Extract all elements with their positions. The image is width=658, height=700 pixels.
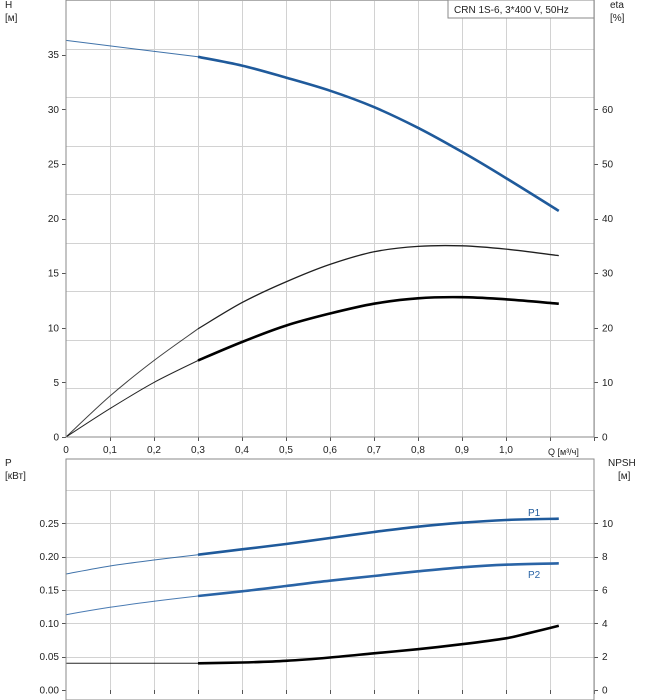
y-left-tick-label: 0.20 <box>40 552 60 563</box>
series-label-p2: P2 <box>528 570 541 581</box>
x-tick-label: 0,9 <box>455 445 469 456</box>
y-right-tick-labels: 0 10 20 30 40 50 60 <box>602 105 614 444</box>
y-left-tick-label: 15 <box>48 269 60 280</box>
p2-line <box>197 562 559 598</box>
x-tick-label: 1,0 <box>499 445 513 456</box>
y-right-tick-label: 2 <box>602 652 608 663</box>
y-left-label-line2: [м] <box>5 13 18 24</box>
y-right-tick-label: 20 <box>602 323 614 334</box>
y-left-label-line1: H <box>5 0 12 11</box>
y-left-tick-labels: 0.00 0.05 0.10 0.15 0.20 0.25 <box>40 519 60 697</box>
y-right-tick-label: 60 <box>602 105 614 116</box>
title-box <box>447 0 595 19</box>
y-left-tick-label: 0.25 <box>40 519 60 530</box>
y-right-tick-label: 40 <box>602 214 614 225</box>
plot-frame <box>65 458 595 700</box>
y-right-label-line1: eta <box>610 0 624 11</box>
x-tick-label: 0,8 <box>411 445 425 456</box>
y-right-tick-label: 8 <box>602 552 608 563</box>
y-left-tick-label: 35 <box>48 50 60 61</box>
curve-0-extrapolated-line <box>65 39 199 58</box>
chart-title: CRN 1S-6, 3*400 V, 50Hz <box>454 5 569 16</box>
y-right-tick-label: 10 <box>602 378 614 389</box>
curve-1-extrapolated-line <box>65 328 199 438</box>
y-right-tick-label: 0 <box>602 433 608 444</box>
x-tick-label: 0,2 <box>147 445 161 456</box>
axis-ticks <box>62 55 598 441</box>
head-efficiency-panel: 0 0,1 0,2 0,3 0,4 0,5 0,6 0,7 0,8 0,9 1,0 0 5 10 15 20… <box>5 0 625 457</box>
series-label-p1: P1 <box>528 508 541 519</box>
x-axis-label: Q [м³/ч] <box>548 447 579 457</box>
y-left-tick-label: 30 <box>48 105 60 116</box>
power-npsh-panel: 0.00 0.05 0.10 0.15 0.20 0.25 0 2 4 6 8 10 P [кВт]… <box>5 458 636 700</box>
y-left-tick-labels: 0 5 10 15 20 25 30 35 <box>48 50 60 443</box>
p1-extrapolated-line <box>65 554 199 575</box>
x-tick-label: 0,3 <box>191 445 205 456</box>
y-left-label-line1: P <box>5 458 12 469</box>
curves <box>65 517 560 665</box>
y-left-tick-label: 0.05 <box>40 652 60 663</box>
y-left-tick-label: 10 <box>48 323 60 334</box>
x-tick-label: 0 <box>63 445 69 456</box>
y-right-label-line2: [м] <box>618 471 631 482</box>
y-right-tick-label: 4 <box>602 619 608 630</box>
y-left-tick-label: 20 <box>48 214 60 225</box>
y-right-tick-labels: 0 2 4 6 8 10 <box>602 519 614 697</box>
p2-extrapolated-line <box>65 595 199 616</box>
y-left-tick-label: 0.15 <box>40 586 60 597</box>
y-left-tick-label: 0.10 <box>40 619 60 630</box>
x-tick-label: 0,4 <box>235 445 249 456</box>
x-tick-label: 0,1 <box>103 445 117 456</box>
x-tick-labels: 0 0,1 0,2 0,3 0,4 0,5 0,6 0,7 0,8 0,9 1,0 <box>63 445 513 456</box>
y-right-label-line2: [%] <box>610 13 625 24</box>
x-tick-label: 0,5 <box>279 445 293 456</box>
grid <box>66 0 595 437</box>
curve-2-line <box>197 295 559 362</box>
y-left-label-line2: [кВт] <box>5 471 26 482</box>
y-left-tick-label: 0 <box>53 433 59 444</box>
y-right-label-line1: NPSH <box>608 458 636 469</box>
plot-frame <box>65 0 595 438</box>
y-right-tick-label: 30 <box>602 269 614 280</box>
axis-ticks <box>62 523 598 694</box>
y-left-tick-label: 0.00 <box>40 686 60 697</box>
y-left-tick-label: 5 <box>53 378 59 389</box>
curves <box>65 39 560 438</box>
y-right-tick-label: 6 <box>602 586 608 597</box>
x-tick-label: 0,7 <box>367 445 381 456</box>
y-right-tick-label: 50 <box>602 159 614 170</box>
y-right-tick-label: 10 <box>602 519 614 530</box>
x-tick-label: 0,6 <box>323 445 337 456</box>
p1-line <box>197 517 559 556</box>
curve-0-line <box>197 55 560 213</box>
curve-2-line <box>197 624 560 665</box>
y-left-tick-label: 25 <box>48 159 60 170</box>
y-right-tick-label: 0 <box>602 686 608 697</box>
curve-1-line <box>197 244 559 330</box>
curve-2-extrapolated-line <box>65 360 199 438</box>
